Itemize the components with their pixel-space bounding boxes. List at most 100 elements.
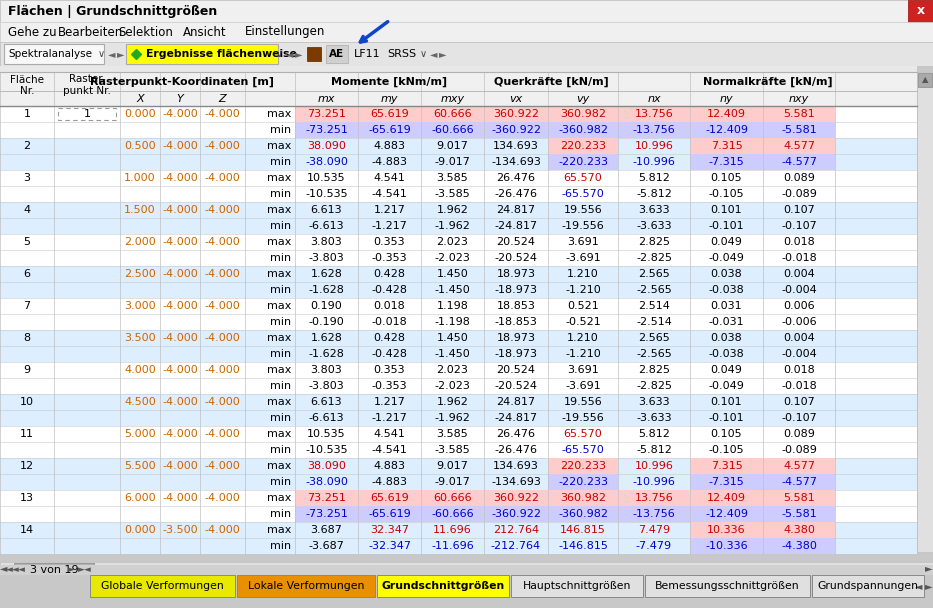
Text: 7.479: 7.479 [638, 525, 670, 535]
Bar [763, 490, 835, 506]
Text: -134.693: -134.693 [491, 157, 541, 167]
Text: -4.541: -4.541 [371, 445, 408, 455]
Text: -3.687: -3.687 [309, 541, 344, 551]
Bar [0, 330, 917, 346]
Text: -6.613: -6.613 [309, 221, 344, 231]
Bar [763, 458, 835, 474]
Text: nx: nx [648, 94, 661, 103]
Text: SRSS: SRSS [387, 49, 416, 59]
Text: min: min [270, 189, 291, 199]
Text: 18.973: 18.973 [496, 333, 536, 343]
Text: ►◄: ►◄ [78, 565, 91, 575]
Text: Y: Y [176, 94, 184, 103]
Text: 360.922: 360.922 [493, 493, 539, 503]
Text: 4.883: 4.883 [373, 461, 406, 471]
Text: -4.000: -4.000 [204, 173, 241, 183]
Bar [295, 106, 358, 122]
Text: 7.315: 7.315 [711, 461, 743, 471]
Bar [690, 106, 763, 122]
Text: 12.409: 12.409 [707, 493, 746, 503]
Bar [421, 490, 484, 506]
Text: -212.764: -212.764 [491, 541, 541, 551]
Text: -1.210: -1.210 [565, 349, 601, 359]
Text: -73.251: -73.251 [305, 509, 348, 519]
Bar [918, 73, 932, 87]
Text: -4.000: -4.000 [162, 141, 198, 151]
Text: -4.000: -4.000 [162, 237, 198, 247]
Text: Bemessungsschnittgrößen: Bemessungsschnittgrößen [655, 581, 800, 591]
Bar [0, 442, 917, 458]
Text: 0.000: 0.000 [124, 525, 156, 535]
Text: 0.089: 0.089 [783, 173, 815, 183]
Bar [690, 522, 763, 538]
Text: 0.089: 0.089 [783, 429, 815, 439]
Text: 0.428: 0.428 [373, 269, 406, 279]
Bar [763, 106, 835, 122]
Text: -24.817: -24.817 [494, 413, 537, 423]
Text: -4.000: -4.000 [162, 461, 198, 471]
Text: 6.613: 6.613 [311, 205, 342, 215]
Text: Nr.: Nr. [20, 86, 35, 96]
Text: 3.803: 3.803 [311, 365, 342, 375]
Text: X: X [136, 94, 144, 103]
Text: -220.233: -220.233 [558, 157, 608, 167]
Text: -4.000: -4.000 [162, 173, 198, 183]
Text: 10.336: 10.336 [707, 525, 745, 535]
Bar [421, 122, 484, 138]
Text: 134.693: 134.693 [493, 141, 539, 151]
Bar [358, 490, 421, 506]
Bar [0, 562, 933, 574]
Bar [378, 575, 509, 597]
Text: 1.628: 1.628 [311, 269, 342, 279]
Text: 4.577: 4.577 [783, 141, 815, 151]
Text: 26.476: 26.476 [496, 173, 536, 183]
Text: -4.000: -4.000 [162, 205, 198, 215]
Text: Spektralanalyse: Spektralanalyse [8, 49, 92, 59]
Text: -4.000: -4.000 [204, 205, 241, 215]
Text: ►: ► [926, 563, 933, 573]
Bar [295, 122, 358, 138]
Text: -0.521: -0.521 [565, 317, 601, 327]
Text: -1.450: -1.450 [435, 285, 470, 295]
Text: min: min [270, 477, 291, 487]
Text: -73.251: -73.251 [305, 125, 348, 135]
Bar [0, 298, 917, 314]
Text: min: min [270, 253, 291, 263]
Bar [4, 44, 104, 64]
Text: -0.107: -0.107 [781, 221, 817, 231]
Bar [511, 575, 643, 597]
Bar [295, 506, 358, 522]
Bar [917, 72, 933, 552]
Text: 6: 6 [23, 269, 31, 279]
Text: 9.017: 9.017 [437, 141, 468, 151]
Bar [358, 106, 421, 122]
Text: 65.619: 65.619 [370, 493, 409, 503]
Text: -1.198: -1.198 [435, 317, 470, 327]
Text: 3.585: 3.585 [437, 429, 468, 439]
Text: 1.217: 1.217 [373, 205, 406, 215]
Text: -0.101: -0.101 [709, 221, 745, 231]
Text: -65.619: -65.619 [369, 509, 411, 519]
Text: Fläche: Fläche [10, 75, 44, 85]
Text: -3.633: -3.633 [636, 221, 672, 231]
Text: -20.524: -20.524 [494, 253, 537, 263]
Bar [237, 575, 375, 597]
Text: ►: ► [439, 49, 447, 59]
Text: 4.883: 4.883 [373, 141, 406, 151]
Text: AE: AE [329, 49, 344, 59]
Bar [908, 0, 933, 22]
Bar [484, 490, 548, 506]
Text: -5.812: -5.812 [636, 189, 672, 199]
Text: -2.023: -2.023 [435, 253, 470, 263]
Text: 4.380: 4.380 [783, 525, 815, 535]
Text: -4.000: -4.000 [204, 429, 241, 439]
Text: -0.004: -0.004 [781, 349, 817, 359]
Text: 6.000: 6.000 [124, 493, 156, 503]
Text: 4.577: 4.577 [783, 461, 815, 471]
Text: ◄: ◄ [915, 581, 923, 591]
Bar [763, 474, 835, 490]
Text: 24.817: 24.817 [496, 397, 536, 407]
Text: 5.000: 5.000 [124, 429, 156, 439]
Text: 9.017: 9.017 [437, 461, 468, 471]
Text: 1.962: 1.962 [437, 397, 468, 407]
